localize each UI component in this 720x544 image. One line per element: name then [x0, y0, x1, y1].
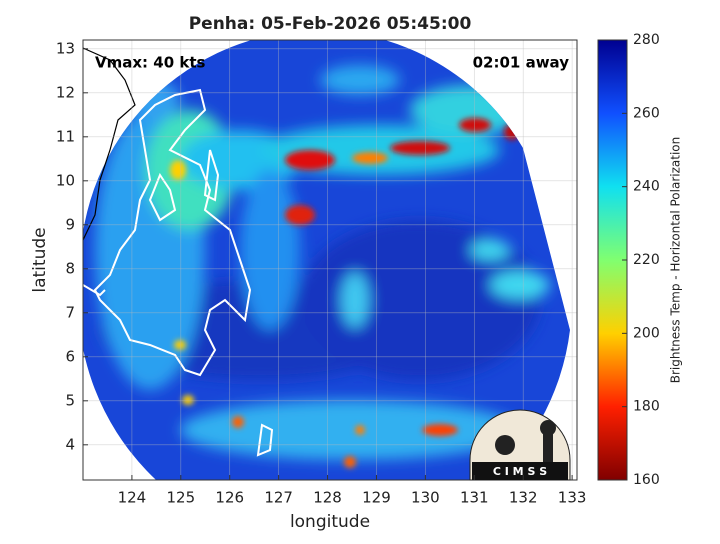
y-tick-label: 10: [56, 171, 75, 189]
x-tick-label: 129: [362, 489, 391, 507]
colorbar-label: Brightness Temp - Horizontal Polarizatio…: [669, 137, 683, 384]
y-tick-label: 8: [65, 259, 75, 277]
colorbar-tick-label: 180: [633, 399, 660, 415]
y-tick-label: 4: [65, 435, 75, 453]
logo-text: C I M S S: [493, 465, 547, 478]
x-tick-label: 132: [509, 489, 538, 507]
annotation: 02:01 away: [473, 54, 570, 72]
annotation: Vmax: 40 kts: [95, 54, 205, 72]
colorbar-tick-label: 240: [633, 179, 660, 195]
grid: [83, 40, 577, 480]
y-axis-label: latitude: [30, 227, 50, 292]
plot-frame: [82, 39, 578, 481]
x-axis-label: longitude: [290, 512, 370, 532]
colorbar-tick-label: 200: [633, 325, 660, 341]
y-tick-label: 7: [65, 303, 75, 321]
x-tick-label: 131: [460, 489, 489, 507]
chart-title: Penha: 05-Feb-2026 05:45:00: [189, 14, 472, 34]
y-tick-label: 9: [65, 215, 75, 233]
x-tick-label: 133: [558, 489, 587, 507]
x-tick-label: 130: [411, 489, 440, 507]
y-tick-label: 11: [56, 127, 75, 145]
y-tick-label: 6: [65, 347, 75, 365]
y-tick-label: 12: [56, 83, 75, 101]
x-tick-label: 126: [215, 489, 244, 507]
y-tick-label: 5: [65, 391, 75, 409]
x-tick-label: 127: [264, 489, 293, 507]
colorbar-tick-label: 220: [633, 252, 660, 268]
colorbar-tick-label: 260: [633, 105, 660, 121]
y-tick-label: 13: [56, 39, 75, 57]
convection: [170, 118, 520, 468]
x-tick-label: 125: [167, 489, 196, 507]
x-tick-label: 128: [313, 489, 342, 507]
cloud-features: [95, 65, 550, 460]
cimss-logo: C I M S S: [469, 409, 571, 481]
swath: [83, 40, 570, 480]
colorbar-tick-label: 160: [633, 472, 660, 488]
x-tick-label: 124: [118, 489, 147, 507]
colorbar-tick-label: 280: [633, 32, 660, 48]
